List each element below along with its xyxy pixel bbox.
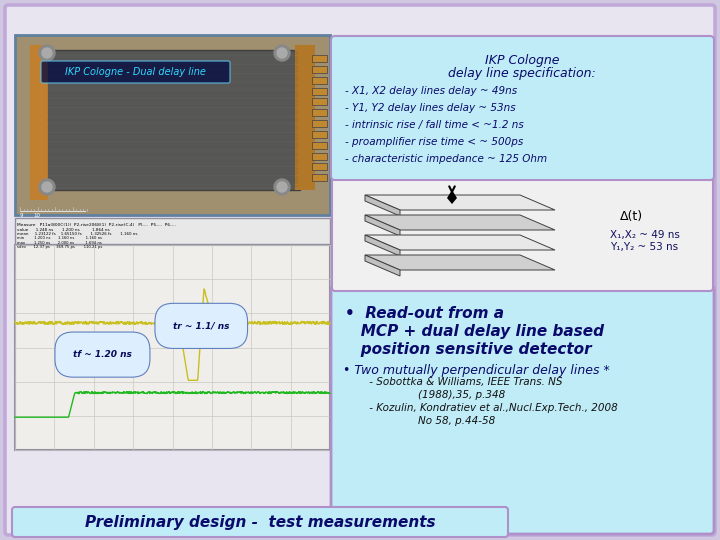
Text: - X1, X2 delay lines delay ~ 49ns: - X1, X2 delay lines delay ~ 49ns — [345, 86, 517, 96]
Text: tf ~ 1.20 ns: tf ~ 1.20 ns — [73, 350, 132, 359]
FancyBboxPatch shape — [15, 218, 330, 244]
FancyBboxPatch shape — [312, 174, 327, 181]
FancyBboxPatch shape — [312, 87, 327, 94]
Circle shape — [277, 48, 287, 58]
FancyBboxPatch shape — [312, 66, 327, 73]
FancyBboxPatch shape — [15, 245, 330, 450]
Text: mean     1.23122 fs    1.65150 fs       1.32526 fs       1.160 ns: mean 1.23122 fs 1.65150 fs 1.32526 fs 1.… — [17, 232, 138, 236]
Text: Preliminary design -  test measurements: Preliminary design - test measurements — [85, 515, 436, 530]
Text: delay line specification:: delay line specification: — [448, 67, 596, 80]
Polygon shape — [365, 235, 400, 256]
Circle shape — [274, 45, 290, 61]
Polygon shape — [365, 255, 400, 276]
Text: min        1.200 ns      1.160 ns         1.160 ns
max       1.250 ns      2.000: min 1.200 ns 1.160 ns 1.160 ns max 1.250… — [17, 236, 102, 249]
FancyBboxPatch shape — [331, 36, 714, 180]
FancyBboxPatch shape — [12, 507, 508, 537]
FancyBboxPatch shape — [331, 286, 714, 534]
Text: - proamplifier rise time < ~ 500ps: - proamplifier rise time < ~ 500ps — [345, 137, 523, 147]
FancyBboxPatch shape — [312, 141, 327, 149]
Text: X₁,X₂ ~ 49 ns: X₁,X₂ ~ 49 ns — [610, 230, 680, 240]
Polygon shape — [447, 190, 457, 204]
FancyBboxPatch shape — [312, 98, 327, 105]
Text: No 58, p.44-58: No 58, p.44-58 — [353, 416, 495, 426]
Text: tr ~ 1.1/ ns: tr ~ 1.1/ ns — [173, 321, 230, 330]
Text: MCP + dual delay line based: MCP + dual delay line based — [345, 324, 604, 339]
Text: •  Read-out from a: • Read-out from a — [345, 306, 504, 321]
Circle shape — [42, 48, 52, 58]
FancyBboxPatch shape — [312, 152, 327, 159]
Text: • Two mutually perpendicular delay lines *: • Two mutually perpendicular delay lines… — [343, 364, 610, 377]
FancyBboxPatch shape — [312, 109, 327, 116]
Polygon shape — [365, 215, 555, 230]
Text: - Sobottka & Williams, IEEE Trans. NS: - Sobottka & Williams, IEEE Trans. NS — [353, 377, 562, 387]
Text: Δ(t): Δ(t) — [620, 210, 643, 223]
Text: - characteristic impedance ~ 125 Ohm: - characteristic impedance ~ 125 Ohm — [345, 154, 547, 164]
FancyBboxPatch shape — [41, 61, 230, 83]
FancyBboxPatch shape — [15, 35, 330, 215]
Circle shape — [39, 179, 55, 195]
FancyBboxPatch shape — [312, 77, 327, 84]
Text: value      1.248 ns       1.200 ns          1.864 ns: value 1.248 ns 1.200 ns 1.864 ns — [17, 228, 109, 232]
FancyBboxPatch shape — [30, 45, 48, 200]
Text: - Kozulin, Kondratiev et al.,Nucl.Exp.Tech., 2008: - Kozulin, Kondratiev et al.,Nucl.Exp.Te… — [353, 403, 618, 413]
Text: IKP Cologne: IKP Cologne — [485, 54, 559, 67]
Text: (1988),35, p.348: (1988),35, p.348 — [353, 390, 505, 400]
FancyBboxPatch shape — [312, 55, 327, 62]
Circle shape — [277, 182, 287, 192]
Text: - intrinsic rise / fall time < ~1.2 ns: - intrinsic rise / fall time < ~1.2 ns — [345, 120, 523, 130]
Polygon shape — [365, 195, 400, 216]
Text: position sensitive detector: position sensitive detector — [345, 342, 592, 357]
Text: 10: 10 — [33, 213, 40, 218]
Circle shape — [274, 179, 290, 195]
Polygon shape — [365, 215, 400, 236]
FancyBboxPatch shape — [312, 163, 327, 170]
Circle shape — [39, 45, 55, 61]
FancyBboxPatch shape — [332, 177, 713, 291]
FancyBboxPatch shape — [312, 120, 327, 127]
Polygon shape — [365, 255, 555, 270]
FancyBboxPatch shape — [5, 5, 715, 535]
Circle shape — [42, 182, 52, 192]
Text: 9: 9 — [20, 213, 24, 218]
Polygon shape — [365, 235, 555, 250]
Text: Measure   P11a(800C(1))  P2-rise2068(1)  P2-rise(C,4)   PI-...  P5-...  P6-...: Measure P11a(800C(1)) P2-rise2068(1) P2-… — [17, 223, 176, 227]
FancyBboxPatch shape — [312, 131, 327, 138]
FancyBboxPatch shape — [295, 45, 315, 190]
Text: IKP Cologne - Dual delay line: IKP Cologne - Dual delay line — [65, 67, 205, 77]
Text: Y₁,Y₂ ~ 53 ns: Y₁,Y₂ ~ 53 ns — [610, 242, 678, 252]
Polygon shape — [365, 195, 555, 210]
Text: - Y1, Y2 delay lines delay ~ 53ns: - Y1, Y2 delay lines delay ~ 53ns — [345, 103, 516, 113]
FancyBboxPatch shape — [45, 50, 300, 190]
